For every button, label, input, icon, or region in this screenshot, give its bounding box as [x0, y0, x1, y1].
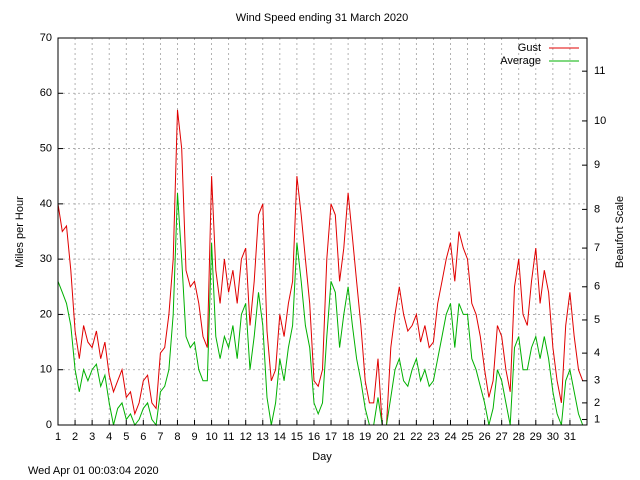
y-tick-label: 60 [40, 87, 52, 99]
y2-axis-label: Beaufort Scale [614, 196, 626, 268]
x-tick-label: 4 [106, 431, 112, 443]
x-tick-label: 28 [513, 431, 525, 443]
x-tick-label: 8 [174, 431, 180, 443]
plot-area [57, 109, 584, 427]
y2-tick-label: 11 [594, 65, 605, 77]
x-tick-label: 18 [342, 431, 354, 443]
x-tick-label: 11 [223, 431, 234, 443]
y-tick-label: 40 [40, 198, 52, 210]
x-tick-label: 2 [72, 431, 78, 443]
x-tick-label: 9 [191, 431, 197, 443]
x-tick-label: 10 [205, 431, 217, 443]
x-tick-label: 19 [359, 431, 371, 443]
y2-tick-label: 3 [594, 375, 600, 387]
y2-tick-label: 10 [594, 115, 606, 127]
x-tick-label: 5 [123, 431, 129, 443]
y2-tick-label: 9 [594, 159, 600, 171]
y-axis-label: Miles per Hour [14, 196, 26, 268]
y-tick-label: 50 [40, 142, 52, 154]
y-tick-label: 10 [40, 364, 52, 376]
x-tick-label: 7 [157, 431, 163, 443]
x-tick-label: 31 [564, 431, 576, 443]
y2-tick-label: 2 [594, 397, 600, 409]
y-tick-label: 20 [40, 308, 52, 320]
y-tick-label: 30 [40, 253, 52, 265]
y-tick-label: 0 [46, 419, 52, 431]
y2-tick-label: 7 [594, 242, 600, 254]
y-tick-label: 70 [40, 32, 52, 44]
plot-frame [57, 37, 588, 426]
x-tick-label: 16 [308, 431, 320, 443]
chart-title: Wind Speed ending 31 March 2020 [236, 12, 408, 24]
legend-label: Gust [518, 42, 541, 54]
x-tick-label: 30 [547, 431, 559, 443]
y2-tick-label: 1 [594, 413, 600, 425]
x-tick-label: 12 [240, 431, 252, 443]
x-tick-label: 25 [461, 431, 473, 443]
data-line [57, 192, 584, 427]
legend-label: Average [500, 55, 541, 67]
footer: Wed Apr 01 00:03:04 2020 [28, 465, 159, 477]
x-tick-label: 13 [257, 431, 269, 443]
y2-tick-label: 6 [594, 281, 600, 293]
x-tick-label: 1 [55, 431, 61, 443]
x-tick-label: 6 [140, 431, 146, 443]
x-tick-label: 24 [444, 431, 456, 443]
data-line [57, 109, 584, 426]
y2-tick-label: 4 [594, 347, 600, 359]
x-tick-label: 29 [530, 431, 542, 443]
x-axis-label: Day [312, 451, 332, 463]
x-tick-label: 26 [478, 431, 490, 443]
x-tick-label: 15 [291, 431, 303, 443]
x-tick-label: 22 [410, 431, 422, 443]
x-tick-label: 20 [376, 431, 388, 443]
x-tick-label: 27 [496, 431, 508, 443]
x-tick-label: 23 [427, 431, 439, 443]
x-tick-label: 17 [325, 431, 337, 443]
y2-tick-label: 8 [594, 203, 600, 215]
x-tick-label: 21 [393, 431, 405, 443]
y2-tick-label: 5 [594, 314, 600, 326]
x-tick-label: 3 [89, 431, 95, 443]
x-tick-label: 14 [274, 431, 286, 443]
